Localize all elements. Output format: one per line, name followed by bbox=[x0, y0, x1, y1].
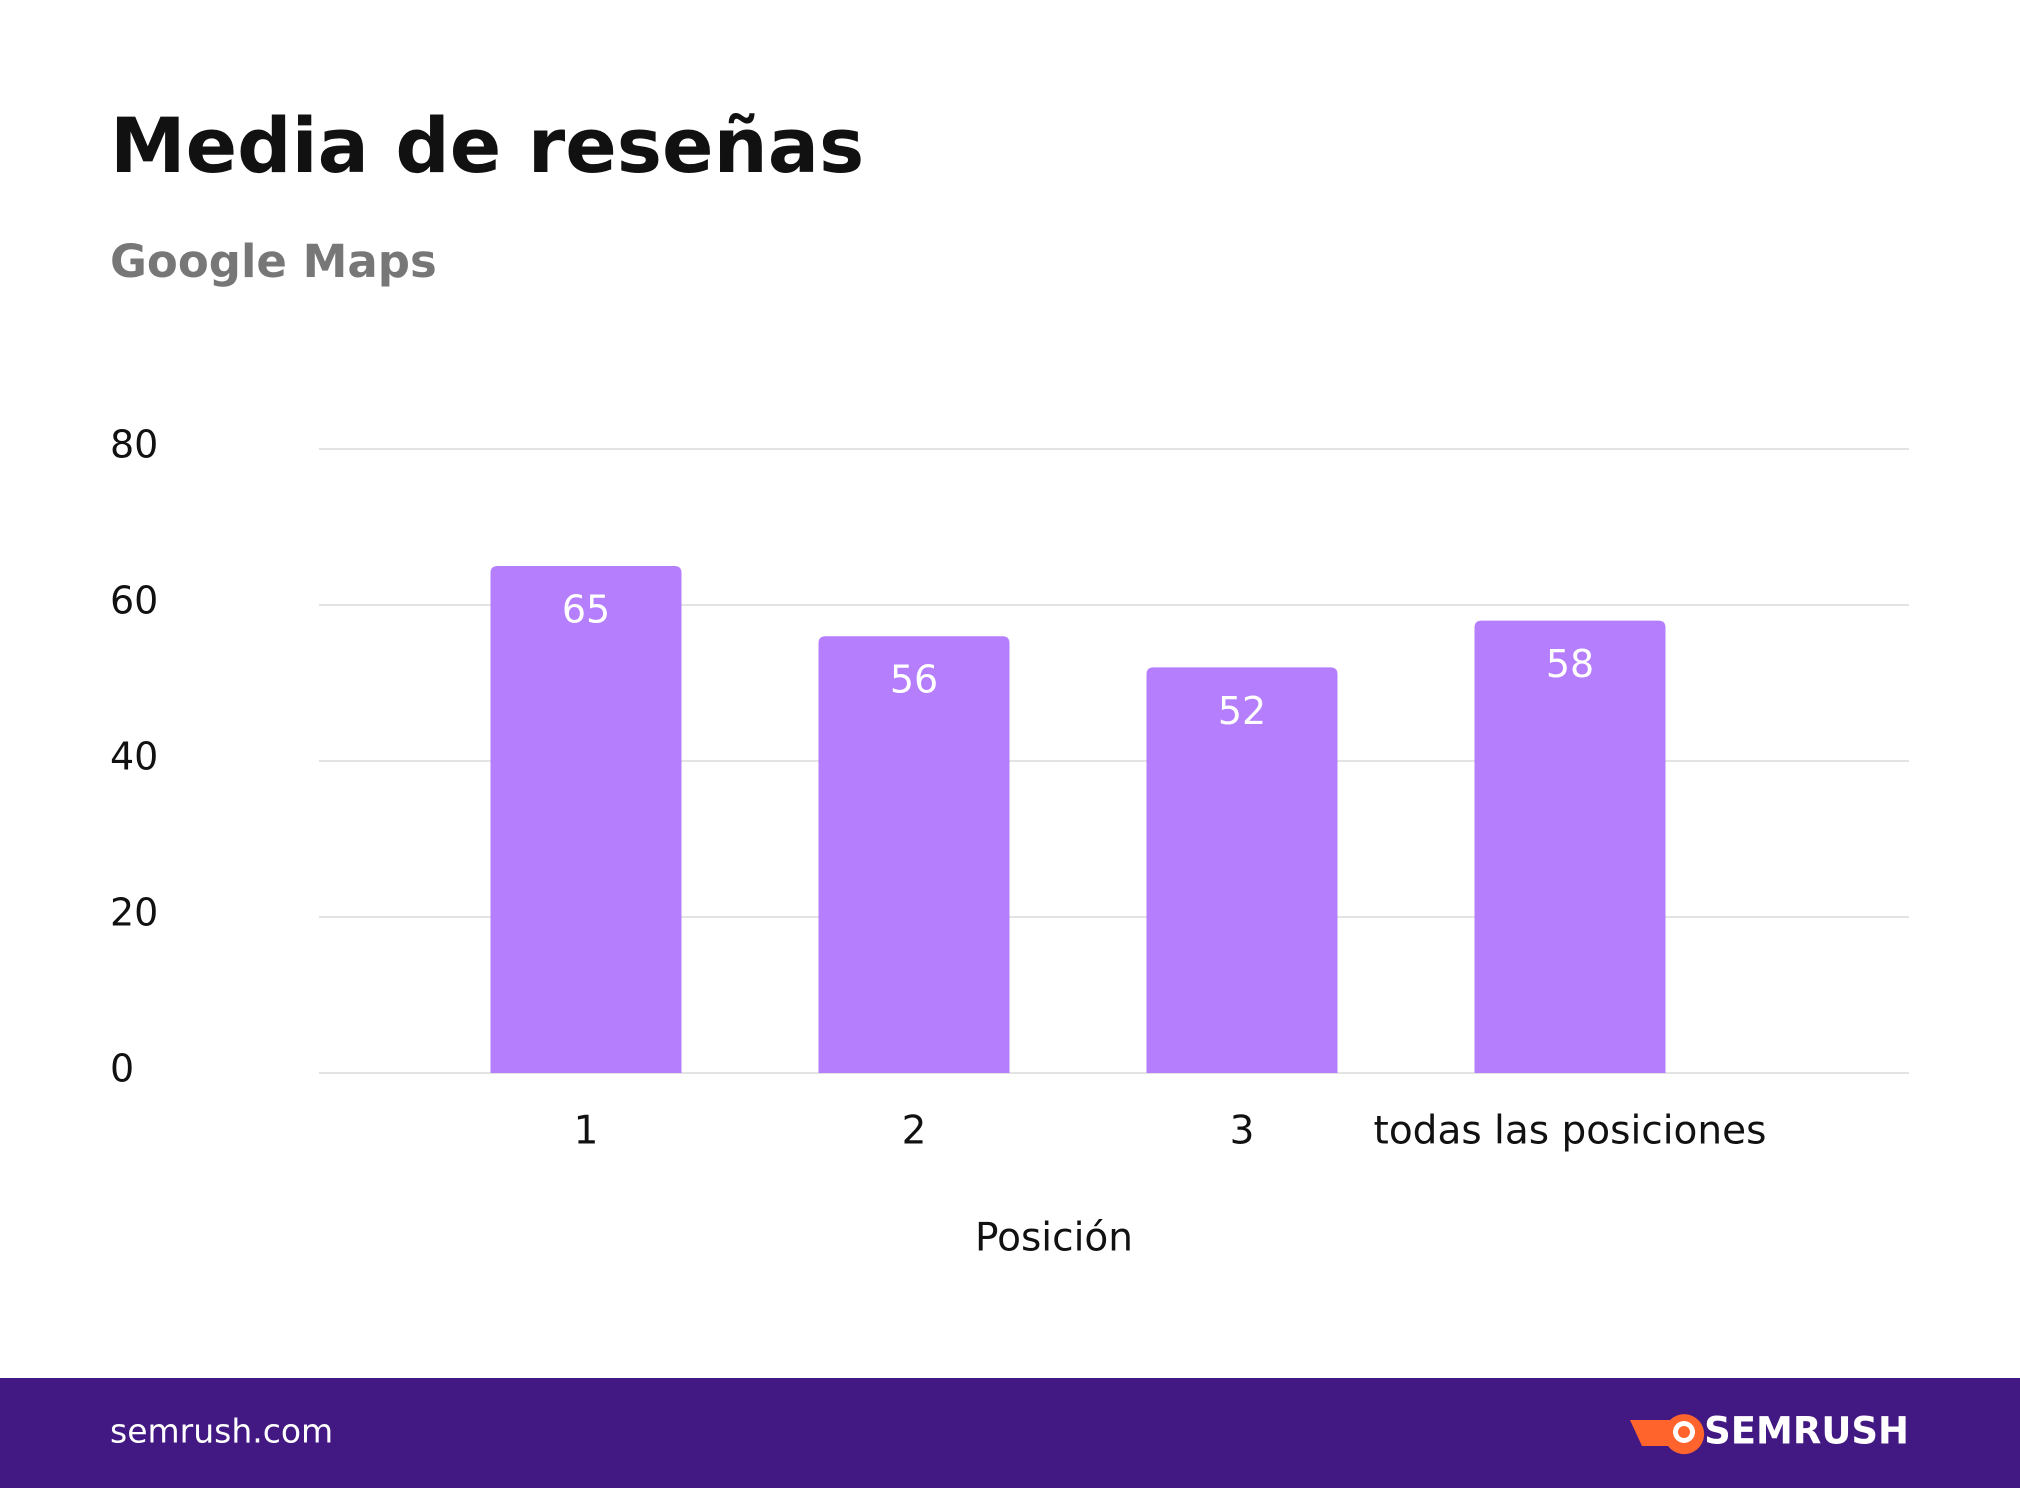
y-tick-label: 80 bbox=[110, 423, 158, 467]
bar bbox=[818, 636, 1010, 1073]
chart-subtitle: Google Maps bbox=[110, 235, 437, 288]
value-label: 52 bbox=[1218, 689, 1266, 733]
bar bbox=[1146, 667, 1338, 1073]
x-tick-label: 3 bbox=[1230, 1109, 1255, 1154]
y-tick-label: 40 bbox=[110, 735, 158, 779]
x-tick-label: 2 bbox=[902, 1109, 927, 1154]
bar bbox=[490, 566, 682, 1073]
footer-url: semrush.com bbox=[110, 1412, 333, 1451]
brand-name: SEMRUSH bbox=[1704, 1410, 1909, 1453]
x-axis-label: Posición bbox=[975, 1216, 1133, 1261]
value-label: 58 bbox=[1546, 642, 1594, 686]
value-label: 65 bbox=[562, 588, 610, 632]
brand-logo: SEMRUSH bbox=[1630, 1410, 1909, 1455]
x-tick-label: 1 bbox=[574, 1109, 599, 1154]
logo-icon-pupil bbox=[1678, 1426, 1690, 1438]
value-label: 56 bbox=[890, 658, 938, 702]
y-tick-label: 60 bbox=[110, 579, 158, 623]
x-tick-label: todas las posiciones bbox=[1374, 1109, 1767, 1154]
bar bbox=[1474, 620, 1666, 1073]
y-tick-label: 20 bbox=[110, 891, 158, 935]
chart-title: Media de reseñas bbox=[110, 101, 864, 190]
y-tick-label: 0 bbox=[110, 1047, 134, 1091]
